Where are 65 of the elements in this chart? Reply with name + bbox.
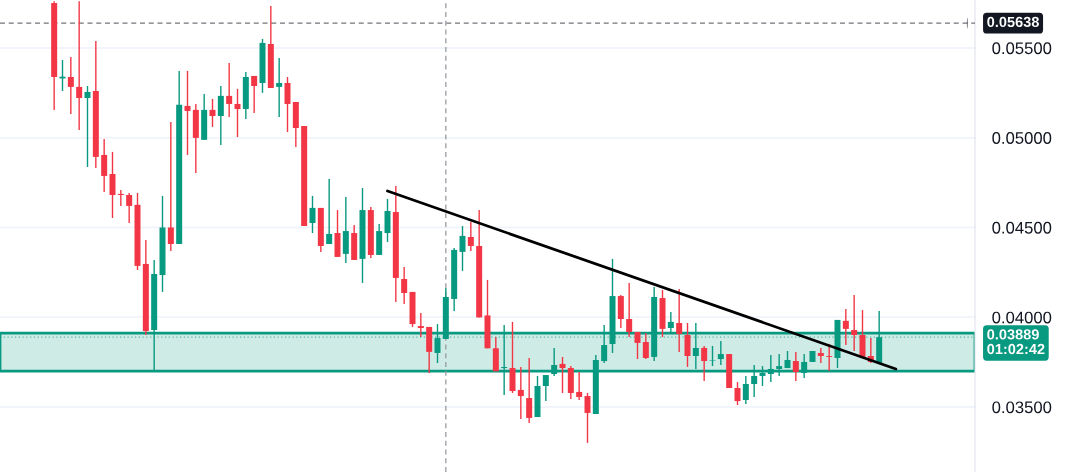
candlestick bbox=[517, 366, 524, 420]
candlestick bbox=[526, 357, 533, 424]
candlestick bbox=[342, 196, 349, 264]
candlestick bbox=[617, 294, 624, 329]
candlestick bbox=[584, 392, 591, 444]
candlestick bbox=[209, 98, 216, 128]
candlestick bbox=[709, 345, 716, 367]
candlestick bbox=[84, 85, 91, 168]
candlestick bbox=[792, 351, 799, 382]
candlestick bbox=[751, 364, 758, 398]
candlestick bbox=[801, 353, 808, 379]
candlestick bbox=[434, 323, 441, 364]
candlestick bbox=[701, 345, 708, 382]
ref-line-label: 0.05638 bbox=[987, 16, 1039, 28]
candlestick bbox=[509, 321, 516, 394]
candlestick bbox=[109, 151, 116, 219]
y-tick-label: 0.05500 bbox=[992, 42, 1052, 55]
candlestick bbox=[692, 322, 699, 370]
candlestick bbox=[676, 288, 683, 353]
candlestick bbox=[492, 336, 499, 372]
candlestick bbox=[817, 347, 824, 364]
candlestick bbox=[467, 221, 474, 252]
candlestick bbox=[234, 88, 241, 138]
y-tick-label: 0.03500 bbox=[992, 401, 1052, 414]
candlestick bbox=[601, 324, 608, 364]
candlestick bbox=[334, 209, 341, 258]
candlestick bbox=[842, 308, 849, 346]
candlestick bbox=[551, 347, 558, 377]
candlestick bbox=[326, 178, 333, 245]
candlestick bbox=[309, 195, 316, 234]
candlestick bbox=[559, 356, 566, 394]
candlestick bbox=[76, 0, 83, 131]
candlestick bbox=[384, 198, 391, 243]
candlestick bbox=[184, 70, 191, 156]
candlestick bbox=[767, 354, 774, 383]
candlestick bbox=[542, 374, 549, 402]
candlestick bbox=[226, 62, 233, 118]
candlestick bbox=[626, 282, 633, 338]
y-tick-label: 0.05000 bbox=[992, 132, 1052, 144]
candlestick bbox=[717, 340, 724, 366]
ref-line-label: 0.03889 01:02:42 bbox=[987, 329, 1045, 355]
candlestick bbox=[251, 75, 258, 114]
candlestick bbox=[217, 85, 224, 146]
candlestick bbox=[776, 353, 783, 377]
y-tick-label: 0.04000 bbox=[992, 311, 1052, 324]
candlestick bbox=[667, 311, 674, 333]
candlestick bbox=[376, 223, 383, 256]
candlestick bbox=[634, 331, 641, 360]
y-tick-label: 0.04500 bbox=[992, 221, 1052, 234]
candlestick bbox=[501, 324, 508, 396]
candlestick bbox=[117, 189, 124, 207]
candlestick bbox=[576, 371, 583, 401]
candlestick bbox=[284, 76, 291, 133]
candlestick bbox=[401, 266, 408, 305]
candlestick bbox=[742, 375, 749, 405]
candlestick bbox=[167, 121, 174, 252]
candlestick bbox=[642, 332, 649, 360]
candlestick bbox=[851, 294, 858, 352]
candlestick bbox=[684, 322, 691, 368]
candlestick bbox=[126, 192, 133, 224]
candlestick bbox=[459, 225, 466, 272]
candlestick bbox=[101, 138, 108, 193]
candlestick bbox=[276, 57, 283, 118]
candlestick bbox=[67, 56, 74, 115]
candlestick bbox=[417, 312, 424, 338]
